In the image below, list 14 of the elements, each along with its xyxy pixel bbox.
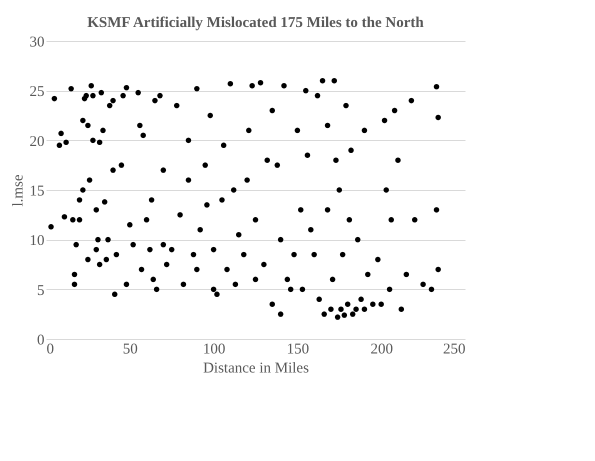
y-axis-title: l.mse <box>10 174 26 207</box>
y-tick-label: 10 <box>30 233 44 250</box>
x-axis-title: Distance in Miles <box>203 360 310 376</box>
x-tick-label: 250 <box>443 342 466 358</box>
y-tick-label: 30 <box>30 34 44 50</box>
chart-title: KSMF Artificially Mislocated 175 Miles to the North <box>87 15 424 31</box>
y-tick-label: 25 <box>30 84 44 100</box>
y-tick-label: 5 <box>37 282 44 299</box>
x-tick-label: 50 <box>122 342 138 358</box>
y-tick-label: 15 <box>30 184 44 200</box>
x-tick-label: 200 <box>370 342 393 358</box>
y-tick-label: 20 <box>30 134 44 150</box>
x-tick-label: 100 <box>202 342 226 358</box>
x-tick-label: 150 <box>286 342 310 358</box>
